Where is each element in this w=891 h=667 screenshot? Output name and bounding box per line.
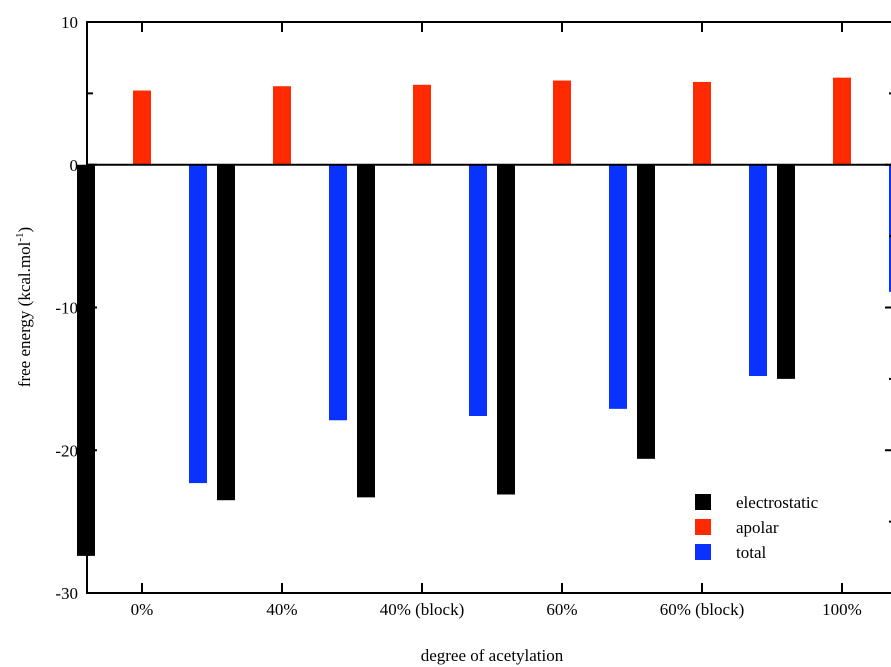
bar-total-100 bbox=[889, 164, 891, 292]
legend-swatch-apolar bbox=[695, 519, 711, 535]
y-axis-label-superscript: -1 bbox=[14, 232, 26, 241]
bar-apolar-0 bbox=[133, 90, 151, 165]
bar-total-60 bbox=[609, 164, 627, 409]
x-tick-label: 60% bbox=[546, 600, 577, 619]
bar-electrostatic-100 bbox=[777, 164, 795, 379]
bar-total-0 bbox=[189, 164, 207, 484]
x-tick-label: 60% (block) bbox=[660, 600, 745, 619]
bar-electrostatic-40-block bbox=[357, 164, 375, 498]
chart-axes: 10 0 -10 -20 -30 0% 40% 40% (block) 60% 60% (bloc… bbox=[55, 13, 891, 619]
y-axis-label-close: ) bbox=[15, 227, 34, 233]
bar-total-60-block bbox=[749, 164, 767, 377]
chart-marks bbox=[77, 77, 891, 556]
legend-label-apolar: apolar bbox=[736, 518, 779, 537]
x-tick-label: 40% bbox=[266, 600, 297, 619]
bar-electrostatic-40 bbox=[217, 164, 235, 501]
y-tick-label: -20 bbox=[55, 441, 78, 460]
y-tick-label: 0 bbox=[70, 156, 79, 175]
legend-label-total: total bbox=[736, 543, 766, 562]
legend-swatch-electrostatic bbox=[695, 494, 711, 510]
x-tick-label: 40% (block) bbox=[380, 600, 465, 619]
bar-total-40 bbox=[329, 164, 347, 421]
bar-apolar-60-block bbox=[693, 81, 711, 165]
x-tick-label: 0% bbox=[131, 600, 154, 619]
x-axis-label: degree of acetylation bbox=[421, 646, 564, 665]
y-tick-label: -30 bbox=[55, 584, 78, 603]
chart-legend: electrostatic apolar total bbox=[695, 493, 819, 562]
legend-swatch-total bbox=[695, 544, 711, 560]
bar-electrostatic-60 bbox=[497, 164, 515, 495]
bar-total-40-block bbox=[469, 164, 487, 416]
x-tick-label: 100% bbox=[822, 600, 862, 619]
bar-apolar-100 bbox=[833, 77, 851, 165]
bar-apolar-60 bbox=[553, 80, 571, 165]
y-axis-label-main: free energy (kcal.mol bbox=[15, 241, 34, 387]
y-tick-label: 10 bbox=[61, 13, 78, 32]
legend-label-electrostatic: electrostatic bbox=[736, 493, 819, 512]
bar-apolar-40-block bbox=[413, 84, 431, 165]
bar-apolar-40 bbox=[273, 86, 291, 165]
y-tick-label: -10 bbox=[55, 299, 78, 318]
y-axis-label: free energy (kcal.mol-1) bbox=[14, 227, 34, 387]
bar-electrostatic-60-block bbox=[637, 164, 655, 459]
